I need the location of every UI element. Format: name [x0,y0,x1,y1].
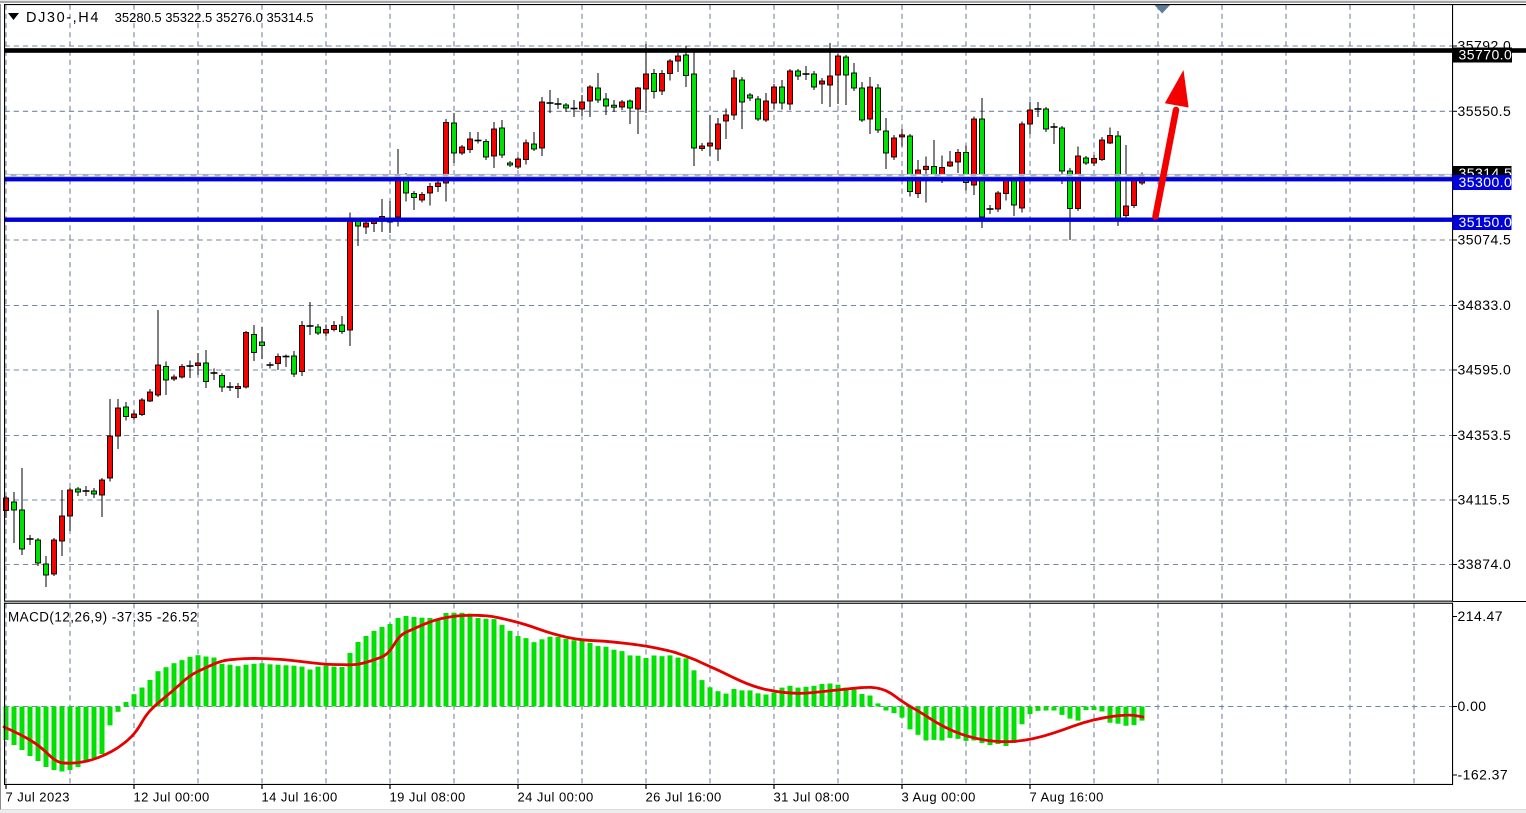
svg-text:34115.5: 34115.5 [1458,492,1511,508]
svg-text:214.47: 214.47 [1458,608,1504,624]
svg-text:35150.0: 35150.0 [1459,214,1513,230]
svg-text:14 Jul 16:00: 14 Jul 16:00 [262,790,338,805]
svg-text:35300.0: 35300.0 [1459,174,1513,190]
svg-text:24 Jul 00:00: 24 Jul 00:00 [518,790,594,805]
svg-text:35074.5: 35074.5 [1458,232,1512,248]
svg-text:31 Jul 08:00: 31 Jul 08:00 [774,790,850,805]
svg-text:34833.0: 34833.0 [1458,297,1512,313]
svg-text:35770.0: 35770.0 [1459,47,1513,63]
svg-text:35550.5: 35550.5 [1458,103,1512,119]
svg-text:3 Aug 00:00: 3 Aug 00:00 [902,790,976,805]
svg-text:7 Jul 2023: 7 Jul 2023 [6,790,71,805]
svg-text:MACD(12,26,9) -37.35 -26.52: MACD(12,26,9) -37.35 -26.52 [8,610,198,625]
svg-text:19 Jul 08:00: 19 Jul 08:00 [390,790,466,805]
svg-text:12 Jul 00:00: 12 Jul 00:00 [134,790,210,805]
svg-text:DJ30-,H4 35280.5 35322.5 35276: DJ30-,H4 35280.5 35322.5 35276.0 35314.5 [26,10,313,26]
svg-text:-162.37: -162.37 [1458,767,1509,783]
svg-text:0.00: 0.00 [1458,698,1487,714]
svg-text:34353.5: 34353.5 [1458,427,1512,443]
svg-text:26 Jul 16:00: 26 Jul 16:00 [646,790,722,805]
svg-text:33874.0: 33874.0 [1458,556,1512,572]
svg-text:7 Aug 16:00: 7 Aug 16:00 [1030,790,1104,805]
svg-text:34595.0: 34595.0 [1458,362,1512,378]
